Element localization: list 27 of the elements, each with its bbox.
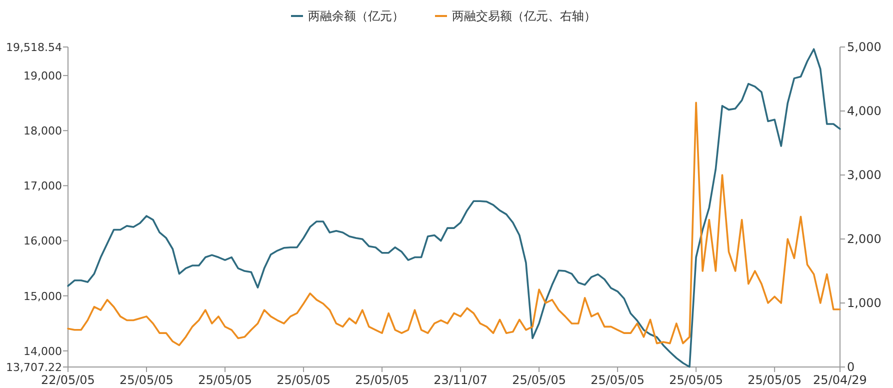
x-tick-label: 25/05/05 <box>120 373 174 387</box>
legend-label: 两融交易额（亿元、右轴） <box>452 9 596 23</box>
y-tick-label: 18,000 <box>24 124 62 138</box>
y2-tick-label: 3,000 <box>847 168 882 182</box>
x-tick-label: 25/05/05 <box>669 373 724 387</box>
x-tick-label: 23/11/07 <box>434 373 488 387</box>
y-tick-label: 13,707.22 <box>6 361 62 374</box>
x-tick-label: 25/05/05 <box>512 373 566 387</box>
y2-tick-label: 0 <box>847 360 855 374</box>
x-tick-label: 25/05/05 <box>276 373 330 387</box>
y-tick-label: 14,000 <box>24 344 62 358</box>
y2-tick-label: 5,000 <box>847 40 882 54</box>
y-tick-label: 19,000 <box>24 70 62 83</box>
y2-tick-label: 4,000 <box>847 104 882 118</box>
y-tick-label: 16,000 <box>24 234 62 248</box>
y-tick-label: 19,518.54 <box>6 41 62 54</box>
legend-label: 两融余额（亿元） <box>308 9 404 23</box>
x-tick-label: 25/05/05 <box>355 373 409 387</box>
y-tick-label: 15,000 <box>24 290 62 303</box>
y2-tick-label: 2,000 <box>847 232 882 246</box>
x-tick-label: 25/05/05 <box>198 373 252 387</box>
x-tick-label: 25/04/29 <box>813 373 867 387</box>
x-tick-label: 25/05/05 <box>590 373 645 387</box>
x-tick-label: 22/05/05 <box>41 373 95 387</box>
y2-tick-label: 1,000 <box>847 296 882 310</box>
x-tick-label: 25/05/05 <box>748 373 802 387</box>
y-tick-label: 17,000 <box>24 180 62 193</box>
